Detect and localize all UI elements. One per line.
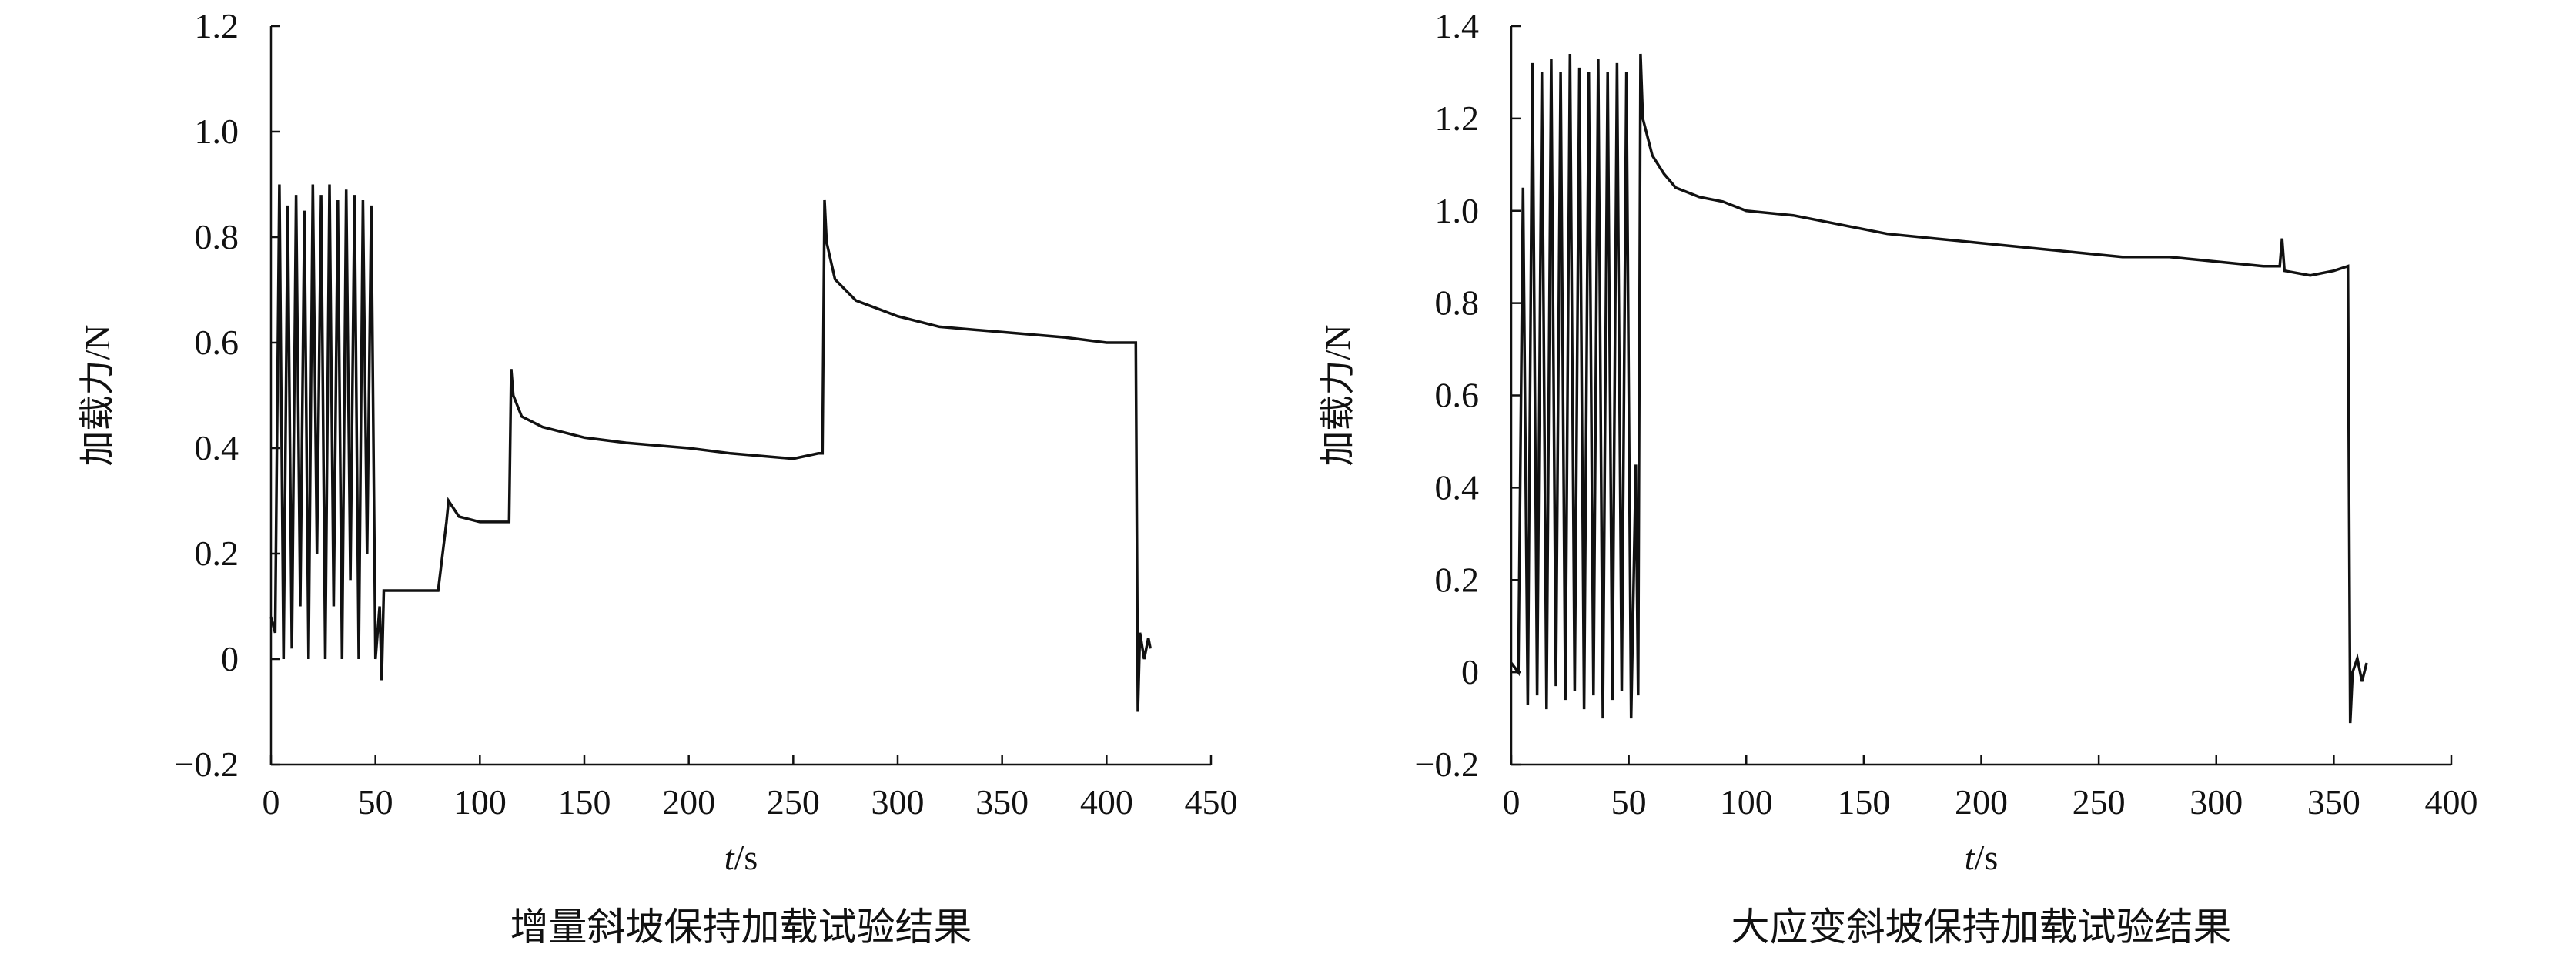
- y-tick-label: 1.0: [195, 112, 239, 151]
- y-tick-label: 0.8: [1435, 283, 1480, 323]
- y-tick-label: 1.2: [195, 6, 239, 45]
- y-tick-label: 0: [221, 639, 239, 678]
- x-tick-label: 150: [558, 782, 611, 822]
- x-tick-label: 200: [662, 782, 715, 822]
- x-tick-label: 350: [975, 782, 1029, 822]
- x-tick-label: 50: [358, 782, 393, 822]
- x-tick-label: 100: [453, 782, 507, 822]
- y-tick-label: 0.2: [1435, 560, 1480, 599]
- y-tick-label: 1.2: [1435, 99, 1480, 138]
- y-axis-label: 加载力/N: [78, 325, 117, 467]
- x-tick-label: 0: [1503, 782, 1521, 822]
- x-tick-label: 250: [2073, 782, 2126, 822]
- x-axis-label-unit: /s: [734, 838, 758, 877]
- series-line: [1510, 53, 2368, 724]
- chart-0-series-line: [269, 184, 1153, 712]
- chart-caption: 大应变斜坡保持加载试验结果: [1731, 905, 2232, 949]
- y-tick-label: 1.4: [1435, 6, 1480, 45]
- y-tick-label: −0.2: [175, 745, 239, 784]
- chart-large-strain-ramp-hold: −0.2 0 0.2 0.4 0.6 0.8 1.0 1.2 1.4 0 50 100 150 200 25…: [1318, 6, 2478, 949]
- chart-0-axes: [269, 25, 1213, 766]
- y-tick-label: −0.2: [1415, 745, 1479, 784]
- chart-caption: 增量斜坡保持加载试验结果: [510, 905, 972, 949]
- chart-1-series-line: [1510, 53, 2368, 724]
- x-axis-label: t/s: [724, 838, 758, 877]
- chart-incremental-ramp-hold: −0.2 0 0.2 0.4 0.6 0.8 1.0 1.2 0 50 100 150 200 250 30…: [78, 6, 1238, 949]
- chart-0-labels: −0.2 0 0.2 0.4 0.6 0.8 1.0 1.2 0 50 100 150 200 250 30…: [78, 6, 1238, 949]
- x-axis-label-variable: t: [724, 838, 735, 877]
- x-tick-label: 300: [2190, 782, 2243, 822]
- x-axis-label-variable: t: [1965, 838, 1975, 877]
- x-tick-label: 300: [871, 782, 925, 822]
- y-tick-label: 0.2: [195, 534, 239, 573]
- x-tick-label: 0: [263, 782, 280, 822]
- x-tick-label: 350: [2307, 782, 2360, 822]
- y-tick-label: 0.4: [195, 428, 239, 467]
- x-axis-label-unit: /s: [1975, 838, 1999, 877]
- x-tick-label: 50: [1611, 782, 1647, 822]
- y-tick-label: 0.6: [1435, 376, 1480, 415]
- chart-1-axes: [1510, 25, 2453, 766]
- x-tick-label: 150: [1837, 782, 1890, 822]
- y-tick-label: 0.6: [195, 323, 239, 362]
- chart-1-labels: −0.2 0 0.2 0.4 0.6 0.8 1.0 1.2 1.4 0 50 100 150 200 25…: [1318, 6, 2478, 949]
- x-tick-label: 100: [1720, 782, 1773, 822]
- x-axis-label: t/s: [1965, 838, 1998, 877]
- y-tick-label: 0: [1461, 652, 1479, 691]
- x-tick-label: 400: [1080, 782, 1133, 822]
- x-tick-label: 450: [1185, 782, 1238, 822]
- x-tick-label: 250: [767, 782, 820, 822]
- y-tick-label: 0.4: [1435, 467, 1480, 507]
- y-axis-label: 加载力/N: [1318, 325, 1357, 467]
- series-line: [269, 184, 1153, 712]
- x-tick-label: 400: [2425, 782, 2478, 822]
- y-tick-label: 0.8: [195, 217, 239, 256]
- x-tick-label: 200: [1955, 782, 2008, 822]
- y-tick-label: 1.0: [1435, 191, 1480, 230]
